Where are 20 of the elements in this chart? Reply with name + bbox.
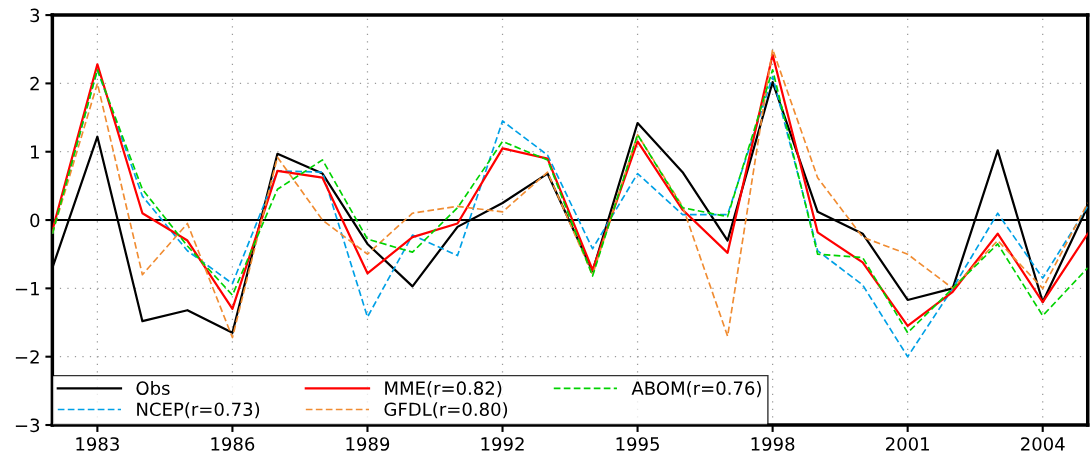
y-tick-label: −3 — [15, 418, 40, 433]
legend-label: MME(r=0.82) — [385, 381, 502, 398]
x-tick-label: 1998 — [751, 437, 795, 451]
legend-label: GFDL(r=0.80) — [384, 402, 508, 419]
x-tick-label: 1989 — [346, 437, 390, 451]
x-tick-label: 2004 — [1021, 437, 1065, 451]
x-tick-label: 1992 — [481, 437, 524, 451]
x-tick-label: 1983 — [76, 437, 119, 451]
y-tick-label: 2 — [30, 76, 39, 91]
legend-label: ABOM(r=0.76) — [631, 381, 761, 398]
y-tick-label: −1 — [15, 282, 39, 296]
x-tick-label: 1986 — [211, 437, 255, 451]
y-tick-label: −2 — [15, 350, 39, 364]
x-tick-label: 1995 — [616, 437, 659, 451]
x-tick-label: 2001 — [886, 437, 929, 451]
legend-label: NCEP(r=0.73) — [137, 402, 260, 419]
legend-label: Obs — [136, 381, 170, 396]
y-tick-label: 3 — [30, 8, 40, 23]
y-tick-label: 1 — [31, 145, 39, 159]
y-tick-label: 0 — [30, 213, 40, 228]
